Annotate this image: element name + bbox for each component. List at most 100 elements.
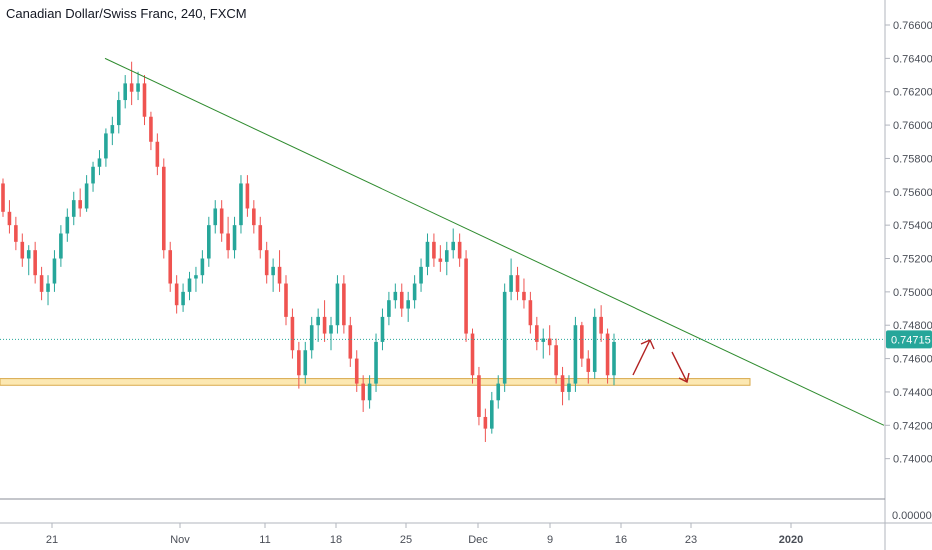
candle-body xyxy=(573,325,578,384)
candle-body xyxy=(26,250,31,259)
candle-body xyxy=(515,275,520,292)
y-tick-label: 0.74800 xyxy=(893,320,932,332)
candle-body xyxy=(1,183,5,212)
candle-body xyxy=(187,278,192,292)
candle-body xyxy=(560,375,565,392)
candle-body xyxy=(284,283,288,317)
candle-body xyxy=(110,125,115,134)
x-tick-label: 11 xyxy=(259,534,270,546)
candle-body xyxy=(39,275,44,292)
candle-body xyxy=(348,325,353,359)
trendline[interactable] xyxy=(104,57,885,426)
candle-body xyxy=(470,333,475,376)
down-arrowhead xyxy=(678,372,690,384)
candle-body xyxy=(136,83,140,92)
candle-body xyxy=(387,300,391,317)
candle-body xyxy=(419,266,423,284)
candle-body xyxy=(297,350,301,376)
candle-body xyxy=(425,241,430,267)
down-arrow-icon xyxy=(671,351,688,383)
y-tick-label: 0.76400 xyxy=(893,53,932,65)
y-tick-label: 0.75600 xyxy=(893,187,932,199)
candle-body xyxy=(309,325,314,351)
candle-body xyxy=(528,300,533,326)
candle-body xyxy=(277,266,282,284)
candle-body xyxy=(554,345,558,376)
candle-body xyxy=(303,350,308,376)
candle-body xyxy=(252,208,256,226)
candle-body xyxy=(438,258,443,262)
candle-body xyxy=(264,250,269,276)
candle-body xyxy=(490,400,494,429)
candle-body xyxy=(168,250,173,284)
candle-body xyxy=(547,338,552,346)
candle-body xyxy=(59,233,63,259)
y-tick-label: 0.75400 xyxy=(893,220,932,232)
x-tick-label: 21 xyxy=(46,534,58,546)
candle-body xyxy=(97,158,102,167)
candle-body xyxy=(20,241,25,259)
candle-body xyxy=(580,325,584,359)
time-axis[interactable]: 21 Nov 11 18 25 Dec 9 16 23 2020 xyxy=(46,523,803,546)
chart-title: Canadian Dollar/Swiss Franc, 240, FXCM xyxy=(6,6,247,21)
candle-body xyxy=(142,83,147,117)
candle-body xyxy=(84,183,89,209)
candle-body xyxy=(91,166,95,184)
candle-body xyxy=(104,133,108,159)
candle-body xyxy=(432,241,436,259)
candle-body xyxy=(483,416,488,429)
candle-body xyxy=(200,258,205,276)
x-tick-label: 23 xyxy=(685,534,697,546)
candle-body xyxy=(7,211,12,226)
candle-body xyxy=(361,383,365,401)
candle-body xyxy=(271,266,275,276)
candle-body xyxy=(406,300,410,309)
candle-body xyxy=(354,358,359,384)
candle-body xyxy=(226,233,230,251)
candle-body xyxy=(207,225,211,259)
candle-body xyxy=(464,258,468,334)
up-arrow-icon xyxy=(632,339,651,376)
candle-body xyxy=(219,208,224,234)
candle-body xyxy=(522,291,526,301)
candle-body xyxy=(322,316,327,334)
candlestick-series xyxy=(1,61,616,442)
candle-body xyxy=(46,283,50,292)
y-tick-label: 0.74400 xyxy=(893,387,932,399)
candle-body xyxy=(155,141,160,167)
candle-body xyxy=(245,183,250,209)
candle-body xyxy=(496,383,501,401)
candle-body xyxy=(174,283,179,306)
candle-body xyxy=(149,116,153,142)
candle-body xyxy=(194,275,198,279)
x-tick-label: 25 xyxy=(400,534,412,546)
candle-body xyxy=(612,341,616,376)
candle-body xyxy=(412,283,417,301)
candle-body xyxy=(374,341,378,384)
candle-body xyxy=(33,250,37,276)
candle-body xyxy=(65,216,70,234)
y-tick-label: 0.76000 xyxy=(893,120,932,132)
candle-body xyxy=(367,383,372,401)
y-tick-label: 0.76200 xyxy=(893,87,932,99)
candle-body xyxy=(567,383,571,392)
y-tick-label: 0.74000 xyxy=(893,454,932,466)
candle-body xyxy=(535,325,539,342)
candle-body xyxy=(541,338,546,342)
candle-body xyxy=(335,283,340,326)
candle-body xyxy=(213,208,218,226)
x-tick-label: 18 xyxy=(330,534,342,546)
lower-pane-tick: 0.00000 xyxy=(892,510,932,522)
current-price-tag: 0.74715 xyxy=(886,330,932,349)
x-tick-label: Dec xyxy=(468,534,488,546)
candle-body xyxy=(380,316,385,342)
candle-body xyxy=(14,225,18,242)
x-tick-label: 2020 xyxy=(779,534,803,546)
up-arrowhead xyxy=(640,339,655,350)
price-axis[interactable]: 0.76600 0.76400 0.76200 0.76000 0.75800 0.756… xyxy=(885,20,932,466)
candle-body xyxy=(123,83,127,101)
candle-body xyxy=(239,183,243,226)
candle-body xyxy=(232,225,237,251)
candle-body xyxy=(116,100,121,126)
